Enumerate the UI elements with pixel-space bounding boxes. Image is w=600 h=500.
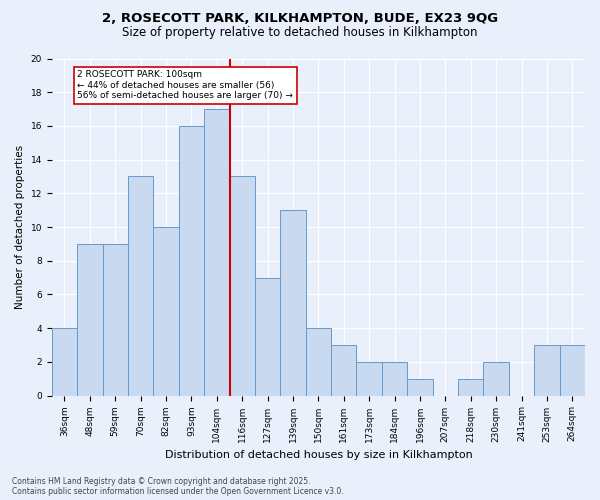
X-axis label: Distribution of detached houses by size in Kilkhampton: Distribution of detached houses by size …: [164, 450, 472, 460]
Text: Size of property relative to detached houses in Kilkhampton: Size of property relative to detached ho…: [122, 26, 478, 39]
Text: 2, ROSECOTT PARK, KILKHAMPTON, BUDE, EX23 9QG: 2, ROSECOTT PARK, KILKHAMPTON, BUDE, EX2…: [102, 12, 498, 26]
Bar: [128, 176, 154, 396]
Bar: [52, 328, 77, 396]
Bar: [77, 244, 103, 396]
Bar: [407, 378, 433, 396]
Bar: [230, 176, 255, 396]
Bar: [458, 378, 484, 396]
Bar: [382, 362, 407, 396]
Text: 2 ROSECOTT PARK: 100sqm
← 44% of detached houses are smaller (56)
56% of semi-de: 2 ROSECOTT PARK: 100sqm ← 44% of detache…: [77, 70, 293, 100]
Bar: [179, 126, 204, 396]
Bar: [484, 362, 509, 396]
Bar: [560, 345, 585, 396]
Bar: [356, 362, 382, 396]
Bar: [280, 210, 305, 396]
Bar: [331, 345, 356, 396]
Bar: [255, 278, 280, 396]
Bar: [103, 244, 128, 396]
Bar: [534, 345, 560, 396]
Bar: [305, 328, 331, 396]
Bar: [154, 227, 179, 396]
Text: Contains HM Land Registry data © Crown copyright and database right 2025.
Contai: Contains HM Land Registry data © Crown c…: [12, 476, 344, 496]
Y-axis label: Number of detached properties: Number of detached properties: [15, 145, 25, 309]
Bar: [204, 109, 230, 396]
